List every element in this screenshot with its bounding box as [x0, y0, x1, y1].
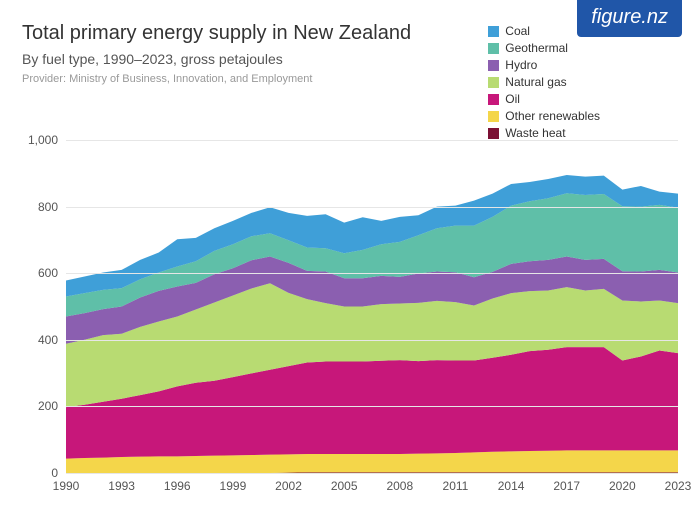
logo-text: figure.nz [591, 6, 668, 28]
y-tick-label: 800 [38, 200, 58, 214]
chart-title: Total primary energy supply in New Zeala… [22, 22, 411, 45]
legend-item: Coal [488, 24, 600, 38]
chart-area: 02004006008001,000 199019931996199920022… [22, 140, 678, 495]
grid-line [66, 340, 678, 341]
x-tick-label: 2011 [443, 479, 469, 493]
chart-header: Total primary energy supply in New Zeala… [22, 22, 411, 85]
legend-item: Natural gas [488, 75, 600, 89]
x-tick-label: 2014 [498, 479, 525, 493]
x-tick-label: 2017 [553, 479, 580, 493]
legend-item: Oil [488, 92, 600, 106]
plot-area [66, 140, 678, 473]
x-tick-label: 1999 [220, 479, 247, 493]
stacked-area-svg [66, 140, 678, 473]
legend-item: Hydro [488, 58, 600, 72]
legend-swatch [488, 111, 499, 122]
x-tick-label: 2002 [275, 479, 302, 493]
x-tick-label: 1993 [108, 479, 135, 493]
x-tick-label: 2005 [331, 479, 358, 493]
legend-swatch [488, 94, 499, 105]
y-tick-label: 600 [38, 266, 58, 280]
x-tick-label: 1996 [164, 479, 191, 493]
x-tick-label: 1990 [53, 479, 80, 493]
x-tick-label: 2023 [665, 479, 692, 493]
y-tick-label: 1,000 [28, 133, 58, 147]
legend-item: Geothermal [488, 41, 600, 55]
grid-line [66, 406, 678, 407]
grid-line [66, 273, 678, 274]
chart-provider: Provider: Ministry of Business, Innovati… [22, 73, 411, 85]
legend-swatch [488, 77, 499, 88]
y-tick-label: 200 [38, 399, 58, 413]
grid-line [66, 140, 678, 141]
legend-label: Coal [505, 24, 530, 38]
legend-swatch [488, 26, 499, 37]
legend-label: Geothermal [505, 41, 568, 55]
legend-label: Natural gas [505, 75, 566, 89]
x-tick-label: 2020 [609, 479, 636, 493]
legend: Coal Geothermal Hydro Natural gas Oil Other r… [488, 24, 600, 143]
legend-item: Waste heat [488, 126, 600, 140]
legend-label: Oil [505, 92, 520, 106]
grid-line [66, 473, 678, 474]
legend-label: Hydro [505, 58, 537, 72]
legend-swatch [488, 43, 499, 54]
x-tick-label: 2008 [386, 479, 413, 493]
y-tick-label: 400 [38, 333, 58, 347]
grid-line [66, 207, 678, 208]
legend-label: Other renewables [505, 109, 600, 123]
x-axis: 1990199319961999200220052008201120142017… [66, 475, 678, 495]
legend-label: Waste heat [505, 126, 565, 140]
legend-swatch [488, 60, 499, 71]
y-axis: 02004006008001,000 [22, 140, 62, 473]
chart-subtitle: By fuel type, 1990–2023, gross petajoule… [22, 51, 411, 67]
legend-item: Other renewables [488, 109, 600, 123]
y-tick-label: 0 [51, 466, 58, 480]
legend-swatch [488, 128, 499, 139]
